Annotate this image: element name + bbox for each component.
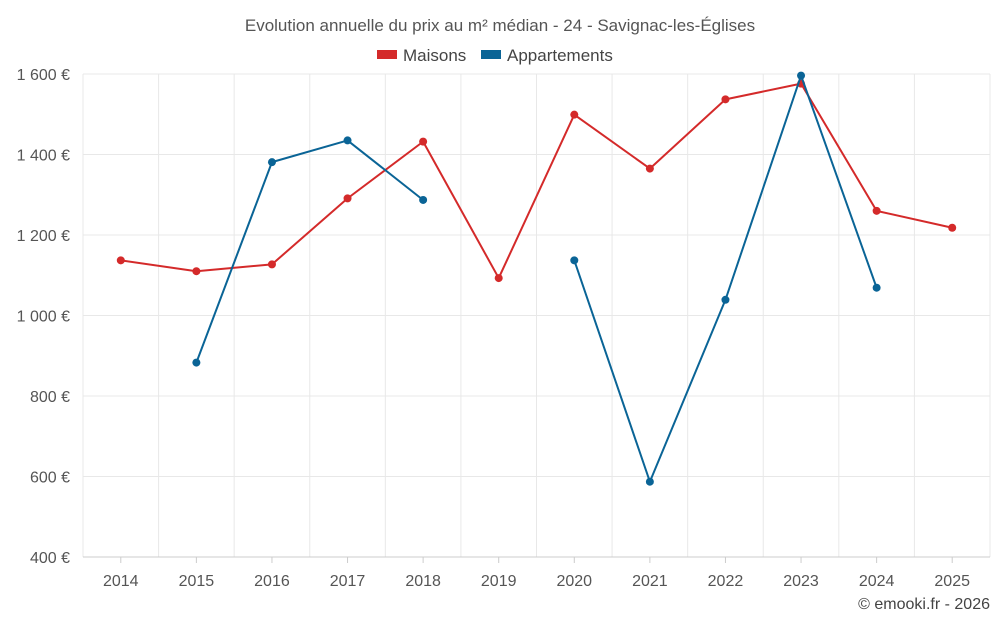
y-tick-label: 400 € [30, 550, 70, 567]
x-axis: 2014 2015 2016 2017 2018 2019 2020 2021 2022 2023… [83, 556, 990, 590]
y-tick-label: 800 € [30, 389, 70, 406]
data-point[interactable] [872, 206, 881, 215]
x-tick-label: 2019 [481, 573, 517, 590]
data-point[interactable] [570, 110, 579, 119]
x-tick-label: 2020 [556, 573, 592, 590]
series-line [120, 82, 953, 280]
x-tick-label: 2015 [179, 573, 215, 590]
data-point[interactable] [192, 267, 201, 276]
series-appartementss [192, 71, 881, 486]
data-point[interactable] [343, 194, 352, 203]
data-point[interactable] [419, 137, 428, 146]
data-point[interactable] [267, 260, 276, 269]
series-maisons [116, 79, 957, 283]
x-tick-label: 2017 [330, 573, 366, 590]
credit-text: © emooki.fr - 2026 [858, 596, 990, 613]
y-tick-label: 1 200 € [17, 228, 70, 245]
legend-label: Appartements [507, 46, 613, 65]
legend: Maisons Appartements [377, 46, 613, 65]
gridlines [82, 73, 991, 558]
data-point[interactable] [721, 295, 730, 304]
data-point[interactable] [343, 136, 352, 145]
data-point[interactable] [267, 158, 276, 167]
data-point[interactable] [192, 358, 201, 367]
y-tick-label: 1 000 € [17, 309, 70, 326]
y-tick-label: 1 400 € [17, 148, 70, 165]
legend-swatch [481, 50, 501, 59]
chart-title: Evolution annuelle du prix au m² médian … [245, 16, 755, 35]
y-tick-label: 1 600 € [17, 67, 70, 84]
data-point[interactable] [645, 164, 654, 173]
series-layer [116, 71, 957, 486]
x-tick-label: 2024 [859, 573, 895, 590]
data-point[interactable] [872, 283, 881, 292]
x-tick-label: 2014 [103, 573, 139, 590]
series-line [573, 74, 878, 483]
data-point[interactable] [419, 195, 428, 204]
y-tick-label: 600 € [30, 470, 70, 487]
data-point[interactable] [721, 95, 730, 104]
x-tick-label: 2023 [783, 573, 819, 590]
x-tick-label: 2018 [405, 573, 441, 590]
data-point[interactable] [797, 71, 806, 80]
x-tick-label: 2025 [934, 573, 970, 590]
data-point[interactable] [494, 274, 503, 283]
data-point[interactable] [948, 223, 957, 232]
x-tick-label: 2016 [254, 573, 290, 590]
y-axis: 400 € 600 € 800 € 1 000 € 1 200 € 1 400 € 1 60… [17, 67, 70, 567]
legend-swatch [377, 50, 397, 59]
legend-label: Maisons [403, 46, 466, 65]
x-tick-label: 2021 [632, 573, 668, 590]
x-tick-label: 2022 [708, 573, 744, 590]
data-point[interactable] [645, 477, 654, 486]
series-line [195, 139, 424, 363]
data-point[interactable] [116, 256, 125, 265]
data-point[interactable] [570, 256, 579, 265]
